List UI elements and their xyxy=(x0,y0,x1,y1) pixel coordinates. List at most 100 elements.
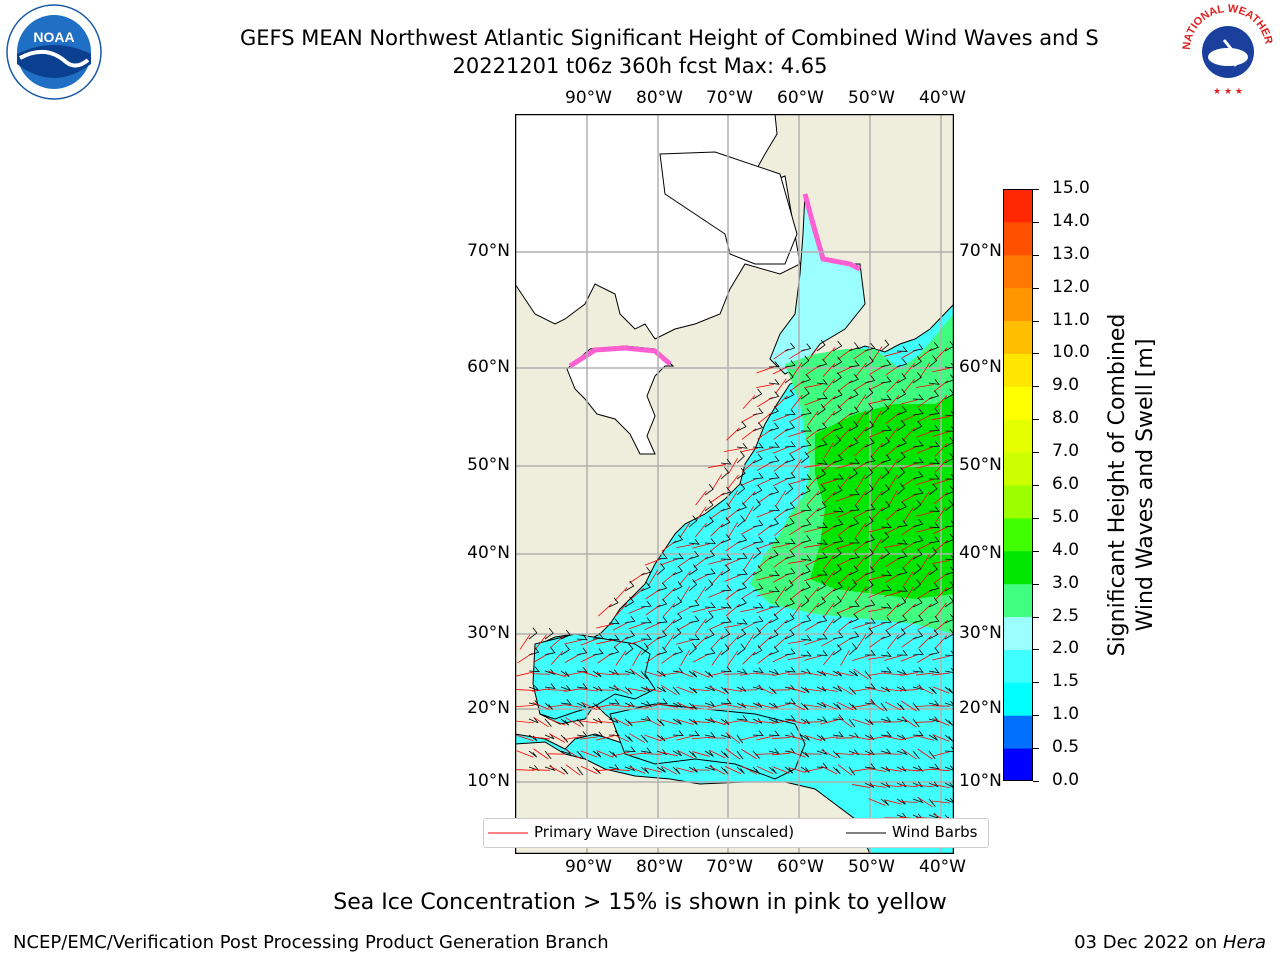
wave-direction-arrow xyxy=(804,671,822,677)
wind-barb xyxy=(800,504,812,512)
wave-direction-arrow xyxy=(824,442,834,458)
wind-barb xyxy=(672,718,682,725)
wave-direction-arrow xyxy=(804,557,822,567)
wind-barb xyxy=(928,716,940,723)
wind-barb xyxy=(720,698,732,705)
wave-direction-arrow xyxy=(660,704,678,708)
wind-barb xyxy=(896,628,906,640)
wind-barb xyxy=(816,339,826,352)
wind-barb xyxy=(544,668,556,676)
wave-direction-arrow xyxy=(916,463,934,469)
wind-barb xyxy=(912,579,922,592)
wave-direction-arrow xyxy=(756,575,774,581)
wave-direction-arrow xyxy=(837,716,853,728)
wind-barb xyxy=(640,766,650,774)
wind-barb xyxy=(704,611,714,624)
wind-barb xyxy=(896,388,907,400)
lat-label-right: 60°N xyxy=(959,357,1002,377)
wind-barb xyxy=(784,502,796,512)
wind-barb xyxy=(736,483,746,496)
wind-barb xyxy=(624,615,636,624)
wave-direction-arrow xyxy=(804,527,822,533)
wind-barb xyxy=(752,645,763,656)
wind-barb xyxy=(672,553,684,560)
colorbar-tick xyxy=(1033,517,1039,519)
wind-barb xyxy=(736,582,748,592)
wave-direction-arrow xyxy=(838,427,852,441)
wave-direction-arrow xyxy=(916,413,934,423)
wave-direction-arrow xyxy=(564,639,582,645)
wind-barb xyxy=(544,683,556,690)
wind-barb xyxy=(848,518,859,528)
wind-barb xyxy=(560,629,571,640)
wave-direction-arrow xyxy=(710,571,724,585)
wind-barb xyxy=(896,798,906,805)
wind-barb xyxy=(528,750,538,758)
wind-barb xyxy=(928,629,939,640)
wind-barb xyxy=(720,616,732,624)
wave-direction-arrow xyxy=(676,749,694,759)
wind-barb xyxy=(800,440,812,448)
wind-barb xyxy=(816,459,828,465)
colorbar-segment xyxy=(1003,485,1033,519)
lat-label-right: 10°N xyxy=(959,771,1002,791)
wind-barb xyxy=(656,563,666,576)
wind-barb xyxy=(896,596,907,608)
wind-barb xyxy=(736,686,747,692)
wind-barb xyxy=(848,489,860,496)
wind-barb xyxy=(656,553,668,560)
wind-barb xyxy=(624,596,635,608)
wind-barb xyxy=(784,766,794,774)
wind-barb xyxy=(832,631,844,640)
peak-wave-zone xyxy=(810,394,954,599)
lon-label-bottom: 80°W xyxy=(636,857,683,877)
wind-barb xyxy=(880,731,892,737)
wind-barb xyxy=(896,419,906,432)
wave-direction-arrow xyxy=(629,733,645,743)
wave-direction-arrow xyxy=(855,586,867,602)
wave-direction-arrow xyxy=(804,688,822,692)
wind-barb xyxy=(928,647,940,656)
wind-barb xyxy=(784,666,796,673)
wind-barb xyxy=(832,356,843,368)
wind-barb xyxy=(736,618,748,625)
wind-barb xyxy=(736,750,744,760)
wave-direction-arrow xyxy=(712,474,722,490)
colorbar-title-line1: Significant Height of Combined xyxy=(1105,314,1130,657)
wind-barb xyxy=(896,734,907,741)
generation-date: 03 Dec 2022 on Hera xyxy=(1074,932,1266,953)
wave-direction-arrow xyxy=(550,650,564,666)
wave-direction-arrow xyxy=(756,366,774,374)
wind-barb xyxy=(624,686,633,695)
wind-barb xyxy=(832,750,841,759)
wind-barb xyxy=(720,766,729,775)
wind-barb xyxy=(880,454,892,464)
wave-direction-arrow xyxy=(932,559,950,565)
wave-direction-arrow xyxy=(694,635,708,649)
wave-direction-arrow xyxy=(614,603,628,617)
lat-label-right: 70°N xyxy=(959,241,1002,261)
wave-direction-arrow xyxy=(902,427,916,441)
wave-direction-arrow xyxy=(903,378,915,394)
wind-barb xyxy=(672,766,681,775)
wind-barb xyxy=(768,702,778,709)
wave-direction-arrow xyxy=(899,801,919,803)
wind-barb xyxy=(816,734,826,741)
wave-direction-arrow xyxy=(900,768,918,772)
wave-direction-arrow xyxy=(919,362,931,378)
wave-direction-arrow xyxy=(547,689,567,691)
wind-barb xyxy=(928,483,938,496)
wave-direction-arrow xyxy=(660,719,678,725)
wind-barb xyxy=(848,504,860,512)
wave-direction-arrow xyxy=(868,622,886,630)
wind-barb xyxy=(768,549,779,560)
wind-barb xyxy=(720,643,730,656)
wave-direction-arrow xyxy=(740,607,758,613)
lon-label-bottom: 60°W xyxy=(777,857,824,877)
wave-direction-arrow xyxy=(871,346,883,362)
wind-barb xyxy=(832,506,844,513)
lon-label-top: 60°W xyxy=(777,88,824,108)
wave-direction-arrow xyxy=(883,753,903,755)
wind-barb xyxy=(880,359,892,368)
wind-barb xyxy=(752,565,763,576)
